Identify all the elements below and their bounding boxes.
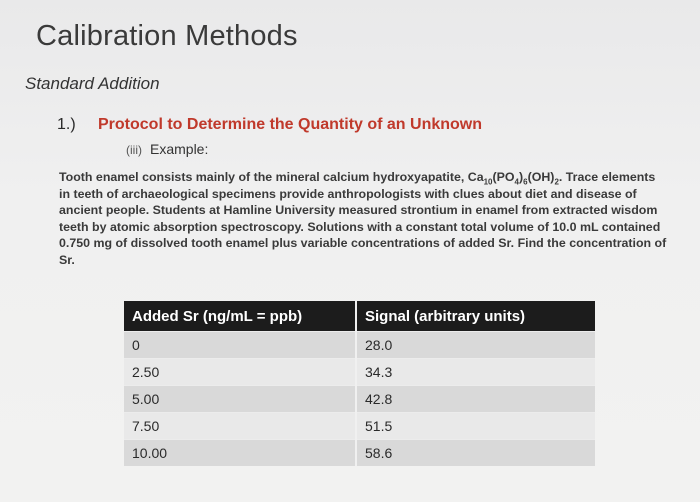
- table-header-row: Added Sr (ng/mL = ppb) Signal (arbitrary…: [124, 301, 595, 332]
- data-table: Added Sr (ng/mL = ppb) Signal (arbitrary…: [124, 301, 595, 466]
- list-item-number: 1.): [57, 116, 76, 133]
- table-cell-added-sr: 10.00: [124, 439, 357, 466]
- table-cell-signal: 58.6: [356, 439, 595, 466]
- table-row: 2.50 34.3: [124, 358, 595, 386]
- table-cell-signal: 51.5: [356, 412, 595, 440]
- table-row: 0 28.0: [124, 331, 595, 359]
- sub-item: (iii) Example:: [126, 141, 208, 157]
- column-header-added-sr: Added Sr (ng/mL = ppb): [124, 301, 357, 332]
- paragraph-text: . Trace elements in teeth of archaeologi…: [59, 170, 667, 267]
- table-cell-added-sr: 7.50: [124, 412, 357, 440]
- table-cell-signal: 28.0: [356, 331, 595, 359]
- formula-subscript: 10: [483, 177, 493, 187]
- paragraph-text: (PO: [492, 170, 515, 184]
- table-cell-signal: 42.8: [356, 385, 595, 413]
- table-cell-added-sr: 5.00: [124, 385, 357, 413]
- formula-subscript: 4: [514, 177, 519, 187]
- slide-subtitle: Standard Addition: [25, 74, 160, 93]
- sub-item-label: Example:: [150, 141, 209, 157]
- table-row: 10.00 58.6: [124, 439, 595, 466]
- table-row: 7.50 51.5: [124, 412, 595, 440]
- paragraph-text: Tooth enamel consists mainly of the mine…: [59, 170, 484, 184]
- slide-title: Calibration Methods: [36, 20, 298, 52]
- formula-subscript: 2: [554, 177, 559, 187]
- sub-item-number: (iii): [126, 143, 142, 157]
- section-heading: Protocol to Determine the Quantity of an…: [98, 116, 483, 133]
- formula-subscript: 6: [523, 177, 528, 187]
- paragraph-text: ): [519, 170, 524, 184]
- paragraph-text: (OH): [527, 170, 555, 184]
- column-header-signal: Signal (arbitrary units): [356, 301, 595, 332]
- table-row: 5.00 42.8: [124, 385, 595, 413]
- table-cell-added-sr: 2.50: [124, 358, 357, 386]
- table-cell-added-sr: 0: [124, 331, 357, 359]
- table-cell-signal: 34.3: [356, 358, 595, 386]
- problem-paragraph: Tooth enamel consists mainly of the mine…: [59, 169, 669, 269]
